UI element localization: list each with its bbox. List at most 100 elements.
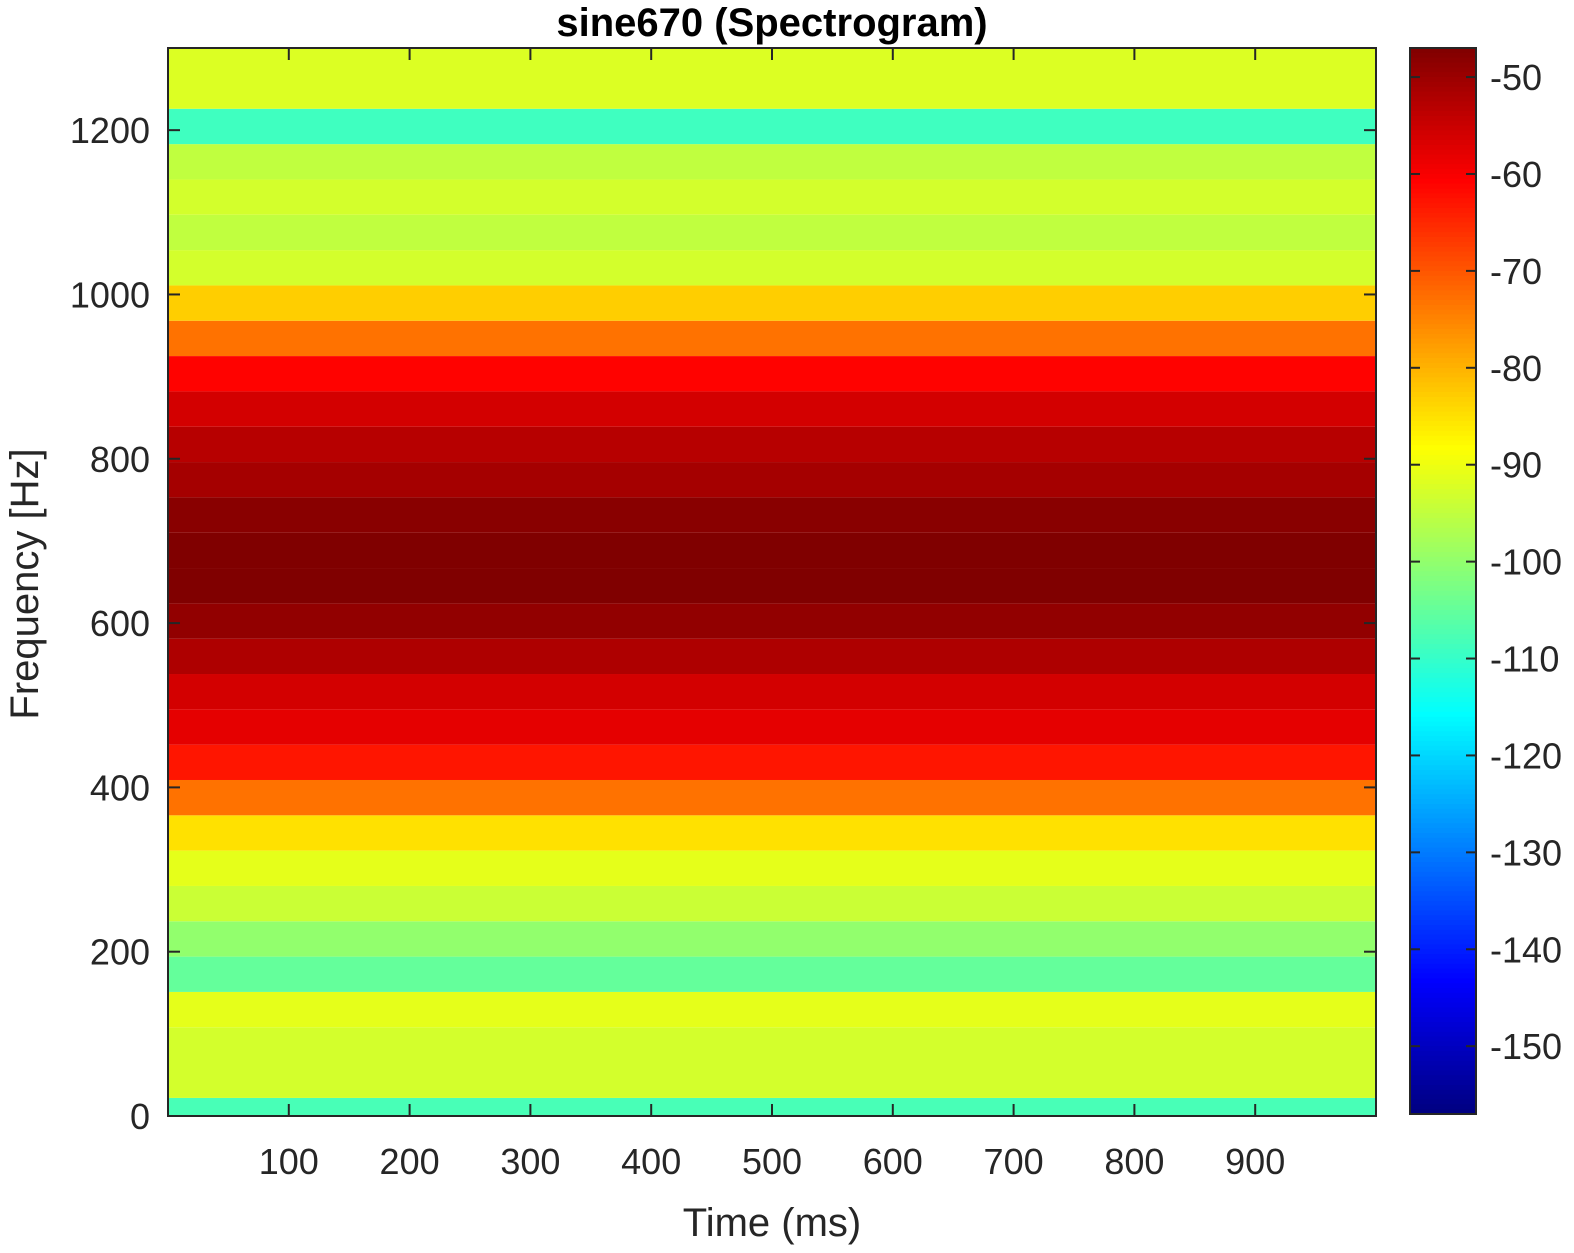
colorbar-segment <box>1410 1002 1476 1008</box>
colorbar-segment <box>1410 1080 1476 1086</box>
colorbar-segment <box>1410 149 1476 156</box>
colorbar-segment <box>1410 871 1476 878</box>
colorbar-segment <box>1410 135 1476 141</box>
spectrogram-band <box>168 744 1376 780</box>
colorbar-segment <box>1410 847 1476 853</box>
colorbar-segment <box>1410 978 1476 984</box>
colorbar-segment <box>1410 692 1476 698</box>
colorbar-segment <box>1410 706 1476 713</box>
colorbar-segment <box>1410 794 1476 800</box>
colorbar-segment <box>1410 610 1476 616</box>
colorbar-segment <box>1410 62 1476 68</box>
colorbar-segment <box>1410 488 1476 495</box>
colorbar-segment <box>1410 484 1476 490</box>
colorbar-segment <box>1410 944 1476 950</box>
colorbar-segment <box>1410 939 1476 946</box>
colorbar-segment <box>1410 1041 1476 1047</box>
colorbar-segment <box>1410 687 1476 694</box>
colorbar-segment <box>1410 1036 1476 1042</box>
colorbar-segment <box>1410 677 1476 684</box>
colorbar-segment <box>1410 421 1476 427</box>
colorbar-segment <box>1410 464 1476 471</box>
spectrogram-band <box>168 1027 1376 1098</box>
x-tick-label: 300 <box>500 1141 560 1182</box>
colorbar-segment <box>1410 183 1476 190</box>
colorbar-segment <box>1410 513 1476 519</box>
colorbar-segment <box>1410 551 1476 558</box>
colorbar-segment <box>1410 164 1476 170</box>
colorbar-segment <box>1410 1094 1476 1101</box>
colorbar-segment <box>1410 1012 1476 1018</box>
colorbar-segment <box>1410 455 1476 461</box>
colorbar-segment <box>1410 629 1476 635</box>
colorbar-segment <box>1410 837 1476 844</box>
colorbar-segment <box>1410 595 1476 601</box>
colorbar-segment <box>1410 813 1476 820</box>
colorbar-segment <box>1410 91 1476 98</box>
spectrogram-band <box>168 674 1376 710</box>
colorbar-segment <box>1410 639 1476 645</box>
colorbar-tick-label: -60 <box>1490 154 1542 195</box>
colorbar-segment <box>1410 862 1476 868</box>
colorbar-segment <box>1410 207 1476 214</box>
colorbar-segment <box>1410 716 1476 723</box>
colorbar-segment <box>1410 193 1476 199</box>
colorbar-segment <box>1410 198 1476 204</box>
spectrogram-band <box>168 320 1376 357</box>
colorbar-segment <box>1410 518 1476 524</box>
colorbar-segment <box>1410 498 1476 505</box>
colorbar-segment <box>1410 401 1476 408</box>
spectrogram-band <box>168 391 1376 427</box>
colorbar-segment <box>1410 571 1476 577</box>
colorbar-segment <box>1410 905 1476 912</box>
colorbar-segment <box>1410 532 1476 538</box>
spectrogram-band <box>168 426 1376 463</box>
axis-ticks: 100 200 300 400 500 600 700 800 900 0 200 400 600 800… <box>70 48 1562 1182</box>
colorbar-segment <box>1410 852 1476 858</box>
x-tick-label: 600 <box>863 1141 923 1182</box>
colorbar-segment <box>1410 736 1476 742</box>
colorbar-segment <box>1410 1104 1476 1110</box>
colorbar-segment <box>1410 910 1476 916</box>
colorbar-segment <box>1410 406 1476 413</box>
colorbar-segment <box>1410 1055 1476 1062</box>
colorbar-segment <box>1410 542 1476 548</box>
spectrogram-band <box>168 885 1376 922</box>
spectrogram-band <box>168 709 1376 745</box>
colorbar-segment <box>1410 842 1476 849</box>
spectrogram-band <box>168 850 1376 886</box>
colorbar-tick-label: -50 <box>1490 57 1542 98</box>
colorbar-segment <box>1410 522 1476 529</box>
colorbar-segment <box>1410 697 1476 703</box>
colorbar-segment <box>1410 774 1476 781</box>
colorbar-segment <box>1410 920 1476 926</box>
colorbar-segment <box>1410 222 1476 228</box>
colorbar-segment <box>1410 968 1476 975</box>
colorbar-segment <box>1410 173 1476 180</box>
colorbar-segment <box>1410 309 1476 316</box>
colorbar-segment <box>1410 1026 1476 1033</box>
colorbar-segment <box>1410 556 1476 563</box>
colorbar-segment <box>1410 585 1476 592</box>
colorbar-segment <box>1410 992 1476 999</box>
x-axis-label: Time (ms) <box>683 1201 861 1245</box>
colorbar-segment <box>1410 823 1476 829</box>
colorbar-segment <box>1410 295 1476 301</box>
colorbar-segment <box>1410 106 1476 112</box>
colorbar-segment <box>1410 329 1476 335</box>
colorbar-segment <box>1410 246 1476 253</box>
colorbar-segment <box>1410 600 1476 606</box>
colorbar-segment <box>1410 779 1476 786</box>
spectrogram-band <box>168 991 1376 1028</box>
colorbar-segment <box>1410 159 1476 165</box>
colorbar-segment <box>1410 367 1476 374</box>
colorbar-segment <box>1410 648 1476 655</box>
colorbar-segment <box>1410 425 1476 432</box>
colorbar-segment <box>1410 949 1476 955</box>
colorbar-segment <box>1410 493 1476 500</box>
colorbar-segment <box>1410 1017 1476 1023</box>
spectrogram-band <box>168 815 1376 851</box>
colorbar-segment <box>1410 566 1476 572</box>
spectrogram-band <box>168 779 1376 816</box>
colorbar-segment <box>1410 745 1476 752</box>
